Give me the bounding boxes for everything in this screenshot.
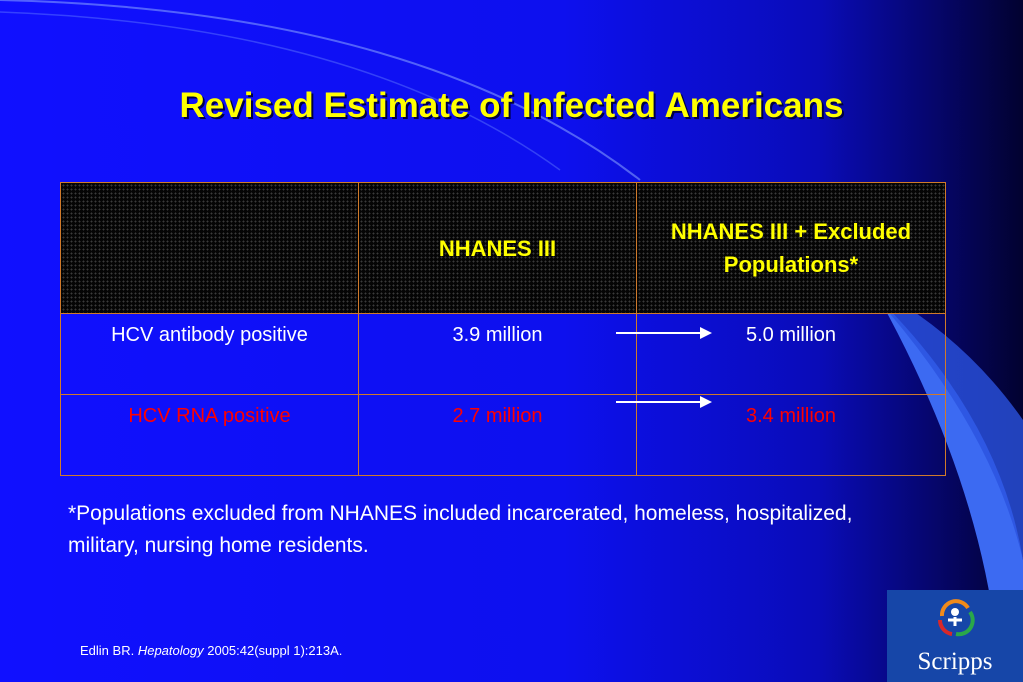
value-rna-excluded: 3.4 million	[636, 394, 946, 476]
scripps-emblem-icon	[937, 599, 975, 637]
table-row: HCV antibody positive 3.9 million 5.0 mi…	[60, 313, 946, 395]
logo-name: Scripps	[917, 648, 993, 675]
value-antibody-excluded: 5.0 million	[636, 313, 946, 395]
header-cell-nhanes: NHANES III	[358, 182, 637, 314]
right-arrow-icon	[616, 396, 712, 408]
footnote: *Populations excluded from NHANES includ…	[68, 502, 853, 557]
estimate-table: NHANES III NHANES III + Excluded Populat…	[60, 182, 946, 476]
header-cell-empty	[60, 182, 359, 314]
citation-details: 2005:42(suppl 1):213A.	[207, 643, 343, 658]
citation-author: Edlin BR.	[80, 643, 135, 658]
scripps-logo: Scripps	[887, 590, 1023, 682]
table-row: HCV RNA positive 2.7 million 3.4 million	[60, 394, 946, 476]
value-rna-nhanes: 2.7 million	[358, 394, 637, 476]
slide-title: Revised Estimate of Infected Americans	[179, 86, 844, 125]
header-cell-excluded: NHANES III + Excluded Populations*	[636, 182, 946, 314]
row-label-rna: HCV RNA positive	[60, 394, 359, 476]
right-arrow-icon	[616, 327, 712, 339]
row-label-antibody: HCV antibody positive	[60, 313, 359, 395]
table-header-row: NHANES III NHANES III + Excluded Populat…	[60, 182, 946, 314]
citation: Edlin BR. Hepatology 2005:42(suppl 1):21…	[80, 643, 342, 658]
value-antibody-nhanes: 3.9 million	[358, 313, 637, 395]
citation-journal: Hepatology	[137, 643, 204, 658]
